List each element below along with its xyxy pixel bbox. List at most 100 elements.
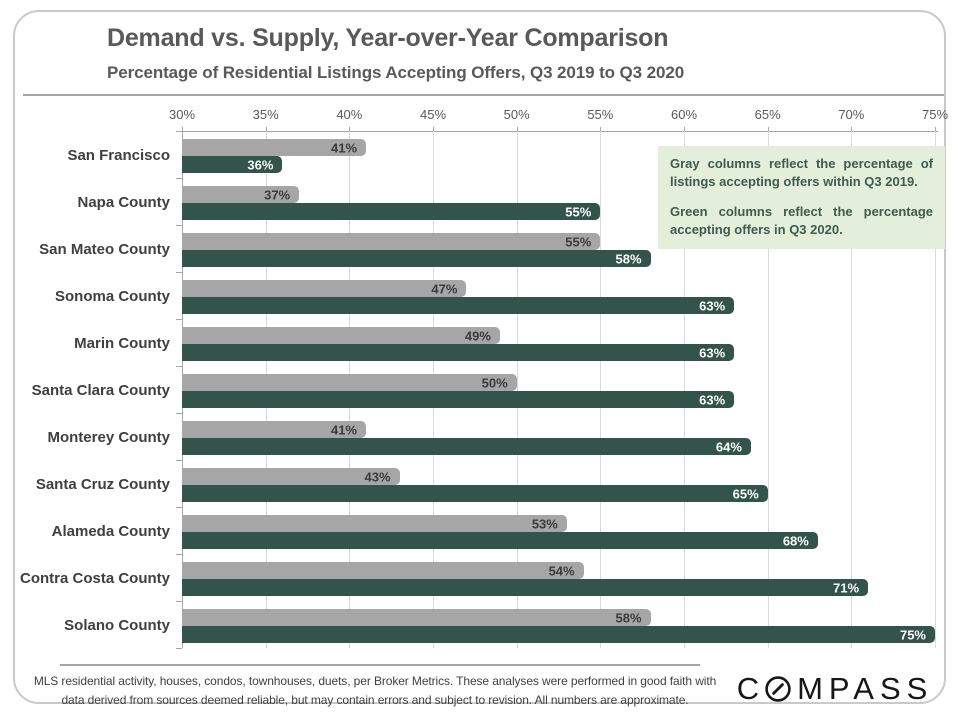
bar-value-label: 36% <box>247 157 274 172</box>
legend-annotation-box: Gray columns reflect the percentage of l… <box>658 146 945 249</box>
bar-q3-2020-marin-county: 63% <box>182 344 735 361</box>
category-label: Santa Cruz County <box>35 476 170 493</box>
gridline <box>935 131 936 648</box>
header-divider <box>23 94 944 96</box>
bar-q3-2020-alameda-county: 68% <box>182 532 818 549</box>
y-tick-mark <box>176 554 182 555</box>
bar-q3-2019-santa-clara-county: 50% <box>182 374 517 391</box>
x-tick-label: 55% <box>587 107 614 122</box>
logo-text-mpass: MPASS <box>797 671 934 706</box>
bar-value-label: 47% <box>431 281 458 296</box>
y-tick-mark <box>176 648 182 649</box>
bar-q3-2019-sonoma-county: 47% <box>182 280 467 297</box>
bar-q3-2020-napa-county: 55% <box>182 203 601 220</box>
bar-q3-2020-san-francisco: 36% <box>182 156 283 173</box>
category-label: San Mateo County <box>39 241 170 258</box>
bar-q3-2019-santa-cruz-county: 43% <box>182 468 400 485</box>
y-tick-mark <box>176 131 182 132</box>
bar-q3-2019-monterey-county: 41% <box>182 421 367 438</box>
x-tick-label: 70% <box>838 107 865 122</box>
y-tick-mark <box>176 272 182 273</box>
bar-value-label: 49% <box>464 328 491 343</box>
bar-value-label: 65% <box>732 486 759 501</box>
bar-value-label: 58% <box>615 610 642 625</box>
category-label: Contra Costa County <box>20 570 170 587</box>
y-tick-mark <box>176 366 182 367</box>
footer-line-1: MLS residential activity, houses, condos… <box>33 674 717 688</box>
category-label: Monterey County <box>47 429 170 446</box>
bar-q3-2020-sonoma-county: 63% <box>182 297 735 314</box>
footer-divider <box>60 664 700 666</box>
annotation-gray-text: Gray columns reflect the percentage of l… <box>670 156 933 190</box>
bar-value-label: 55% <box>565 204 592 219</box>
footer-line-2: data derived from sources deemed reliabl… <box>61 692 689 707</box>
bar-q3-2020-santa-clara-county: 63% <box>182 391 735 408</box>
bar-value-label: 68% <box>782 533 809 548</box>
bar-value-label: 75% <box>899 627 926 642</box>
x-tick-label: 45% <box>419 107 447 122</box>
bar-q3-2020-monterey-county: 64% <box>182 438 751 455</box>
bar-value-label: 63% <box>699 298 726 313</box>
category-label: Alameda County <box>51 523 170 540</box>
bar-q3-2020-santa-cruz-county: 65% <box>182 485 768 502</box>
y-tick-mark <box>176 413 182 414</box>
x-tick-label: 30% <box>168 107 196 122</box>
plot-area: 41% 36% 37% 55% 55% 58% 47% 63% 49% 63% 50% 63% 41% 6… <box>182 131 936 648</box>
bar-chart: 30% 35% 40% 45% 50% 55% 60% 65% 70% 75% San Franc… <box>15 12 948 706</box>
bar-value-label: 58% <box>615 251 642 266</box>
category-label: San Francisco <box>67 147 170 164</box>
bar-value-label: 50% <box>481 375 508 390</box>
logo-text-c: C <box>736 671 766 706</box>
compass-o-icon <box>765 676 791 702</box>
x-tick-label: 50% <box>503 107 530 122</box>
bar-value-label: 71% <box>833 580 860 595</box>
x-tick-label: 75% <box>921 107 949 122</box>
bar-value-label: 41% <box>331 422 358 437</box>
bar-q3-2020-contra-costa-county: 71% <box>182 579 869 596</box>
compass-logo: C MPASS <box>729 668 941 710</box>
x-axis-line <box>176 131 938 132</box>
category-label: Santa Clara County <box>31 382 170 399</box>
bar-q3-2019-solano-county: 58% <box>182 609 651 626</box>
footer-disclaimer: MLS residential activity, houses, condos… <box>30 672 720 709</box>
y-tick-mark <box>176 225 182 226</box>
x-tick-label: 65% <box>754 107 781 122</box>
bar-q3-2019-alameda-county: 53% <box>182 515 567 532</box>
bar-q3-2019-contra-costa-county: 54% <box>182 562 584 579</box>
y-tick-mark <box>176 601 182 602</box>
gridline <box>767 131 769 648</box>
bar-value-label: 53% <box>531 516 558 531</box>
bar-q3-2019-san-francisco: 41% <box>182 139 367 156</box>
x-tick-label: 35% <box>252 107 279 122</box>
category-label: Marin County <box>74 335 170 352</box>
bar-q3-2019-napa-county: 37% <box>182 186 300 203</box>
gridline <box>684 131 685 648</box>
y-tick-mark <box>176 178 182 179</box>
bar-value-label: 63% <box>699 392 726 407</box>
bar-q3-2019-marin-county: 49% <box>182 327 500 344</box>
y-tick-mark <box>176 460 182 461</box>
bar-value-label: 55% <box>565 234 592 249</box>
bar-value-label: 43% <box>364 469 391 484</box>
bar-q3-2019-san-mateo-county: 55% <box>182 233 601 250</box>
gridline <box>851 131 853 648</box>
bar-value-label: 37% <box>264 187 291 202</box>
bar-value-label: 54% <box>548 563 575 578</box>
x-tick-label: 40% <box>336 107 363 122</box>
x-tick-label: 60% <box>670 107 698 122</box>
gridline <box>600 131 602 648</box>
bar-value-label: 64% <box>715 439 742 454</box>
report-card: Demand vs. Supply, Year-over-Year Compar… <box>13 10 948 707</box>
bar-q3-2020-san-mateo-county: 58% <box>182 250 651 267</box>
page-title: Demand vs. Supply, Year-over-Year Compar… <box>107 24 669 52</box>
category-label: Napa County <box>77 194 170 211</box>
annotation-green-text: Green columns reflect the percentage acc… <box>670 203 933 238</box>
bar-value-label: 41% <box>331 140 358 155</box>
category-label: Solano County <box>64 617 170 634</box>
page-subtitle: Percentage of Residential Listings Accep… <box>107 63 685 82</box>
y-tick-mark <box>176 507 182 508</box>
bar-q3-2020-solano-county: 75% <box>182 626 935 643</box>
y-tick-mark <box>176 319 182 320</box>
category-label: Sonoma County <box>55 288 170 305</box>
bar-value-label: 63% <box>699 345 726 360</box>
